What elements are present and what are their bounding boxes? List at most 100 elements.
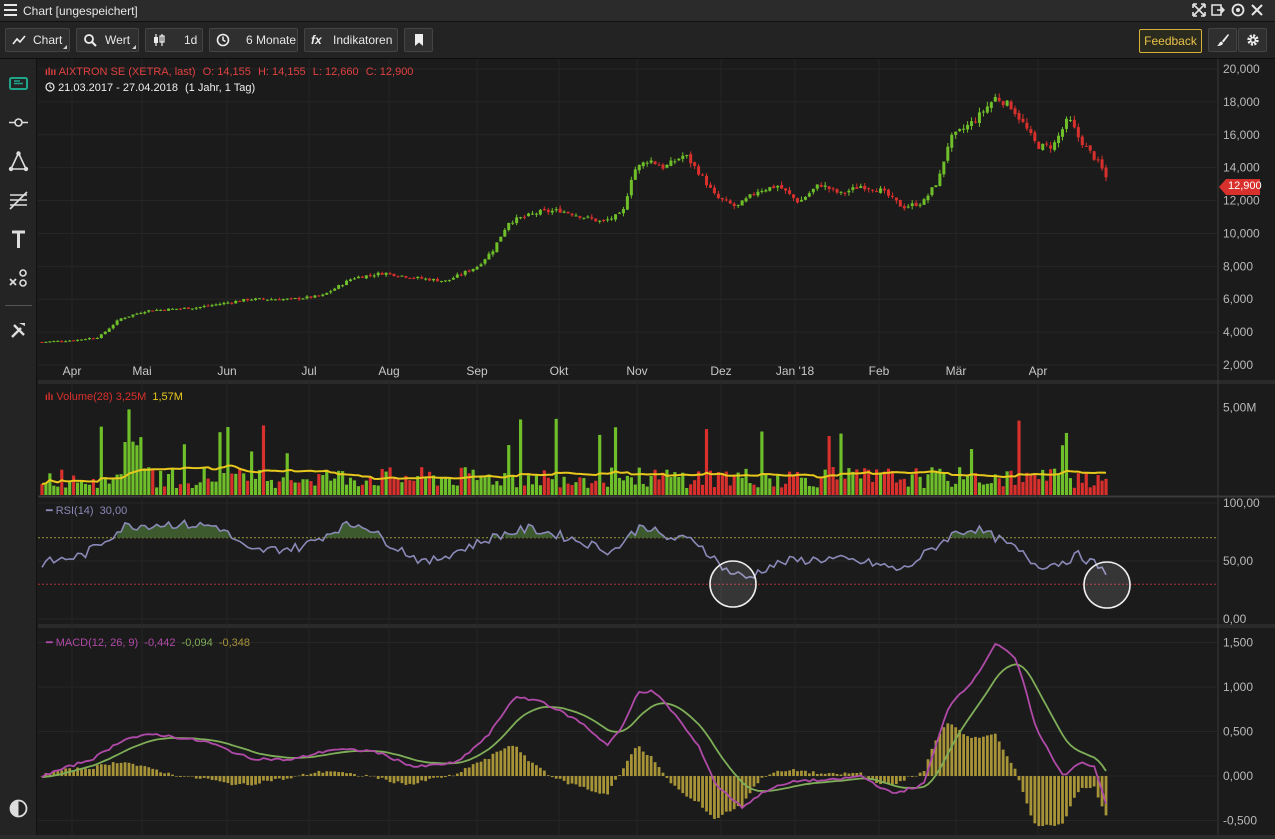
macd-histogram-bar [210,776,214,780]
candle-body [1053,142,1057,150]
macd-histogram-bar [179,776,182,777]
candle-body [143,312,147,314]
macd-histogram-bar [376,776,380,779]
volume-bar [744,468,748,495]
period-label: (1 Jahr, 1 Tag) [185,82,256,94]
macd-histogram-bar [92,768,95,776]
sidebar-text-tool[interactable] [5,226,32,253]
chart-canvas[interactable]: Apr Mai Jun Jul Aug Sep Okt Nov Dez Jan '18 Feb Mär… [38,59,1275,835]
draw-tool-button[interactable] [1208,28,1237,52]
volume-bar [107,483,111,495]
close-icon[interactable] [1250,3,1264,17]
sidebar-line-tool[interactable] [5,109,32,136]
candle-body [946,146,950,161]
macd-histogram-bar [107,765,111,776]
volume-bar [886,468,891,495]
candle-body [1100,159,1104,169]
macd-histogram-bar [804,770,807,776]
macd-histogram-bar [851,772,855,776]
candle-body [206,305,210,307]
range-button[interactable]: 6 Monate [209,28,298,52]
macd-histogram-bar [867,776,871,778]
feedback-button[interactable]: Feedback [1139,29,1202,53]
wert-button[interactable]: Wert [76,28,139,52]
macd-histogram-bar [364,774,368,776]
volume-bar [83,483,88,495]
macd-histogram-bar [764,776,768,777]
volume-bar [511,475,515,495]
candle-body [803,196,807,200]
sidebar-tools[interactable] [5,317,32,344]
settings-circle-icon[interactable] [1231,3,1245,17]
volume-bar [863,468,867,495]
macd-histogram-bar [206,776,210,779]
fullscreen-icon[interactable] [1192,3,1206,17]
fibonacci-icon [9,191,28,210]
macd-histogram-bar [392,776,396,784]
candle-body [566,212,570,214]
chart-type-button[interactable]: Chart [5,28,70,52]
candle-body [756,191,760,196]
macd-histogram-bar [424,776,428,782]
macd-histogram-bar [444,776,447,778]
candle-body [163,309,167,311]
volume-bar [791,475,796,495]
bookmark-button[interactable] [404,28,433,52]
candle-body [875,191,879,193]
indicators-button[interactable]: fx Indikatoren [304,28,398,52]
macd-histogram-bar [705,776,708,812]
month-label: Jul [301,364,316,378]
volume-bar [451,484,455,495]
volume-tick-label: 5,00M [1223,401,1256,415]
settings-button[interactable] [1238,28,1267,52]
macd-header: ━ MACD(12, 26, 9) -0,442 -0,094 -0,348 [46,636,250,649]
candle-body [1049,145,1053,149]
macd-histogram-bar [760,776,764,778]
macd-histogram-bar [400,776,404,784]
macd-histogram-bar [701,776,704,808]
macd-histogram-bar [535,765,538,776]
candle-body [277,299,281,301]
volume-bar [617,477,622,495]
sidebar-fibonacci-tool[interactable] [5,187,32,214]
macd-histogram-bar [483,758,487,776]
macd-histogram-bar [1104,776,1108,816]
candle-body [44,341,48,343]
macd-histogram-bar [254,776,257,785]
sidebar-shape-tool[interactable] [5,148,32,175]
volume-bar [534,474,539,495]
macd-histogram-bar [1053,776,1056,826]
popout-icon[interactable] [1211,3,1225,17]
candle-body [1009,101,1013,110]
volume-bar [602,482,606,495]
macd-tick-label: 1,500 [1223,636,1253,650]
sidebar-theme-toggle[interactable] [5,795,32,822]
volume-bar [333,478,337,495]
candle-body [392,273,396,276]
volume-bar [958,467,962,495]
macd-histogram-bar [99,764,103,776]
chart-area[interactable]: Apr Mai Jun Jul Aug Sep Okt Nov Dez Jan '18 Feb Mär… [38,59,1275,835]
sidebar-chart-tool[interactable] [5,70,32,97]
candle-body [293,298,297,300]
volume-bar [673,472,677,495]
volume-bar [439,477,444,495]
interval-button[interactable]: 1d [145,28,203,52]
sidebar-symbols-tool[interactable] [5,265,32,292]
volume-bar [400,482,404,495]
volume-bar [459,467,463,495]
candle-body [740,200,744,206]
macd-histogram-bar [329,771,333,776]
hamburger-menu-icon[interactable] [4,4,17,16]
volume-bar [360,484,364,495]
price-tick-label: 8,000 [1223,259,1253,273]
candle-body [467,270,471,272]
macd-histogram-bar [428,776,432,779]
candle-body [147,310,151,312]
candle-body [934,185,938,188]
macd-histogram-bar [214,776,218,781]
price-tick-label: 10,000 [1223,226,1260,240]
macd-histogram-bar [404,776,408,785]
macd-histogram-bar [345,773,348,776]
candle-body [436,279,440,282]
